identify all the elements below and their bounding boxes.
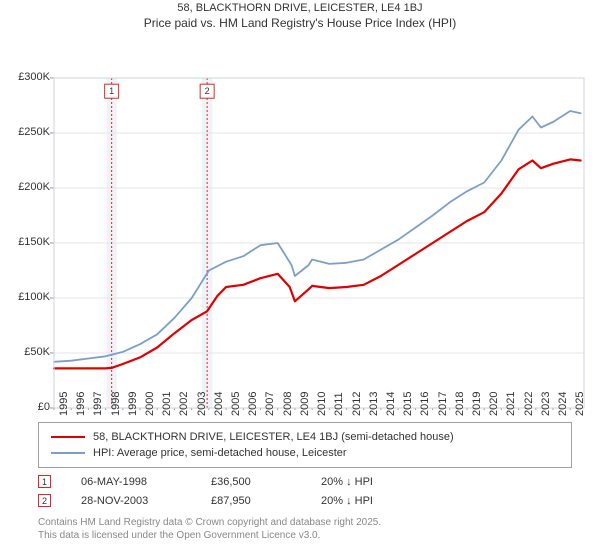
svg-text:1: 1 bbox=[109, 86, 114, 96]
x-tick-label: 2014 bbox=[385, 392, 397, 416]
y-tick-label: £200K bbox=[0, 181, 50, 193]
x-tick-label: 2002 bbox=[178, 392, 190, 416]
x-tick-label: 2017 bbox=[437, 392, 449, 416]
x-tick-label: 2003 bbox=[196, 392, 208, 416]
sale-diff: 20% ↓ HPI bbox=[321, 476, 373, 488]
x-tick-label: 2015 bbox=[402, 392, 414, 416]
footer-text: Contains HM Land Registry data © Crown c… bbox=[38, 516, 572, 542]
x-tick-label: 2001 bbox=[161, 392, 173, 416]
x-tick-label: 2008 bbox=[282, 392, 294, 416]
y-tick-label: £100K bbox=[0, 291, 50, 303]
x-tick-label: 1997 bbox=[92, 392, 104, 416]
x-tick-label: 2009 bbox=[299, 392, 311, 416]
x-tick-label: 2016 bbox=[419, 392, 431, 416]
x-tick-label: 2007 bbox=[264, 392, 276, 416]
y-tick-label: £300K bbox=[0, 71, 50, 83]
x-tick-label: 1995 bbox=[58, 392, 70, 416]
legend-row: 58, BLACKTHORN DRIVE, LEICESTER, LE4 1BJ… bbox=[51, 429, 559, 445]
x-tick-label: 2019 bbox=[471, 392, 483, 416]
sale-marker-icon: 1 bbox=[38, 475, 51, 488]
chart-subtitle: Price paid vs. HM Land Registry's House … bbox=[0, 14, 600, 34]
sale-date: 06-MAY-1998 bbox=[81, 476, 181, 488]
legend-swatch bbox=[51, 436, 85, 438]
sale-marker-icon: 2 bbox=[38, 494, 51, 507]
y-tick-label: £0 bbox=[0, 401, 50, 413]
x-tick-label: 2010 bbox=[316, 392, 328, 416]
legend-swatch bbox=[51, 452, 85, 454]
x-tick-label: 1996 bbox=[75, 392, 87, 416]
chart-svg: 12 bbox=[0, 34, 600, 410]
x-tick-label: 2020 bbox=[488, 392, 500, 416]
x-tick-label: 2005 bbox=[230, 392, 242, 416]
sales-table: 1 06-MAY-1998 £36,500 20% ↓ HPI 2 28-NOV-2003… bbox=[38, 472, 572, 510]
sale-diff: 20% ↓ HPI bbox=[321, 495, 373, 507]
legend-box: 58, BLACKTHORN DRIVE, LEICESTER, LE4 1BJ… bbox=[38, 422, 572, 468]
x-tick-label: 2025 bbox=[574, 392, 586, 416]
chart-title: 58, BLACKTHORN DRIVE, LEICESTER, LE4 1BJ bbox=[0, 0, 600, 14]
x-tick-label: 2011 bbox=[333, 392, 345, 416]
y-tick-label: £150K bbox=[0, 236, 50, 248]
x-tick-label: 2024 bbox=[557, 392, 569, 416]
y-tick-label: £50K bbox=[0, 346, 50, 358]
x-tick-label: 2023 bbox=[540, 392, 552, 416]
x-tick-label: 2021 bbox=[505, 392, 517, 416]
legend-label: HPI: Average price, semi-detached house,… bbox=[93, 447, 347, 459]
sale-date: 28-NOV-2003 bbox=[81, 495, 181, 507]
x-tick-label: 2004 bbox=[213, 392, 225, 416]
x-tick-label: 1999 bbox=[127, 392, 139, 416]
svg-text:2: 2 bbox=[205, 86, 210, 96]
footer-line1: Contains HM Land Registry data © Crown c… bbox=[38, 516, 572, 529]
x-tick-label: 2012 bbox=[351, 392, 363, 416]
y-tick-label: £250K bbox=[0, 126, 50, 138]
x-tick-label: 2006 bbox=[247, 392, 259, 416]
x-tick-label: 2000 bbox=[144, 392, 156, 416]
x-tick-label: 2013 bbox=[368, 392, 380, 416]
sale-row: 1 06-MAY-1998 £36,500 20% ↓ HPI bbox=[38, 472, 572, 491]
footer-line2: This data is licensed under the Open Gov… bbox=[38, 529, 572, 542]
sale-price: £87,950 bbox=[211, 495, 291, 507]
chart-area: 12 £0£50K£100K£150K£200K£250K£300K 19951… bbox=[0, 34, 600, 462]
sale-price: £36,500 bbox=[211, 476, 291, 488]
x-tick-label: 2022 bbox=[523, 392, 535, 416]
legend-row: HPI: Average price, semi-detached house,… bbox=[51, 445, 559, 461]
sale-row: 2 28-NOV-2003 £87,950 20% ↓ HPI bbox=[38, 491, 572, 510]
x-tick-label: 1998 bbox=[110, 392, 122, 416]
x-tick-label: 2018 bbox=[454, 392, 466, 416]
legend-label: 58, BLACKTHORN DRIVE, LEICESTER, LE4 1BJ… bbox=[93, 431, 454, 443]
